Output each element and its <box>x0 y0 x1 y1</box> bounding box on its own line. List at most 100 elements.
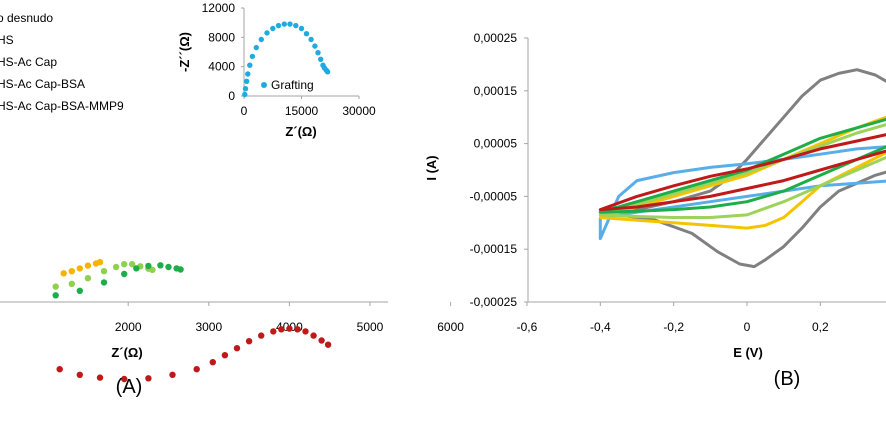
inset-point <box>242 91 248 98</box>
panel-a-point <box>145 375 152 382</box>
panel-a-point <box>84 262 92 269</box>
panel-a-point <box>76 371 84 378</box>
panel-b-series-line <box>598 115 886 230</box>
panel-a-point <box>121 270 128 278</box>
panel-b-x-tick-label: -0,2 <box>663 320 684 334</box>
inset-legend: Grafting <box>261 78 314 92</box>
inset-point <box>318 56 324 62</box>
panel-b-y-tick-label: -0,00025 <box>470 295 518 309</box>
panel-a-point <box>258 332 265 339</box>
inset-point <box>308 36 314 43</box>
panel-a-point <box>169 371 176 378</box>
panel-a-point <box>52 292 59 299</box>
inset-x-tick-label: 30000 <box>342 104 376 118</box>
panel-a-point <box>193 366 200 373</box>
panel-a-x-tick-label: 6000 <box>437 320 464 334</box>
panel-a-point <box>318 337 325 344</box>
panel-a-point <box>286 325 293 332</box>
panel-a-point <box>133 265 140 272</box>
inset-y-tick-label: 4000 <box>208 60 235 74</box>
inset-legend-entry: Grafting <box>271 78 314 92</box>
panel-a-x-axis-label: Z´(Ω) <box>111 345 142 360</box>
panel-a-point <box>294 326 301 333</box>
inset-point <box>324 69 331 75</box>
panel-a-point <box>100 268 108 275</box>
inset-point <box>275 22 282 29</box>
panel-b-x-tick-label: -0,6 <box>517 320 538 334</box>
inset-point <box>244 78 250 85</box>
panel-a-point <box>149 266 156 273</box>
inset-point <box>287 21 293 27</box>
panel-b-label: (B) <box>774 368 801 390</box>
inset-point <box>298 25 305 32</box>
panel-a-point <box>177 266 184 273</box>
panel-a-point <box>245 338 253 345</box>
panel-b-x-axis-label: E (V) <box>733 345 763 360</box>
panel-a-legend: o desnudo HS HS-Ac Cap HS-Ac Cap-BSA HS-Ac C… <box>0 11 124 113</box>
panel-a-point <box>60 270 67 277</box>
panel-a-point <box>278 326 285 333</box>
inset-x-tick-label: 0 <box>241 104 248 118</box>
panel-a-point <box>209 359 216 366</box>
panel-b-x-tick-label: 0 <box>744 320 751 334</box>
inset-y-tick-label: 12000 <box>202 1 236 15</box>
inset-point <box>303 31 310 37</box>
panel-b-series-line <box>598 117 886 214</box>
inset-point <box>242 86 249 92</box>
panel-a-point <box>121 261 128 268</box>
panel-a-point <box>233 345 241 352</box>
panel-a-point <box>100 279 108 286</box>
panel-a-point <box>221 352 229 359</box>
inset-x-axis-label: Z´(Ω) <box>285 124 316 139</box>
panel-a-legend-entry: HS-Ac Cap-BSA <box>0 77 85 91</box>
panel-b-y-tick-label: 0,00025 <box>474 31 518 45</box>
panel-a-point <box>68 280 76 287</box>
panel-a-legend-entry: HS-Ac Cap <box>0 55 57 69</box>
panel-a-point <box>145 262 152 270</box>
panel-b-y-axis-label: I (A) <box>424 155 439 180</box>
panel-a-point <box>52 283 59 290</box>
panel-a-point <box>129 261 136 268</box>
panel-a-point <box>84 275 92 282</box>
inset-point <box>264 30 270 36</box>
panel-a-legend-entry: HS <box>0 33 14 47</box>
panel-a-point <box>165 263 172 271</box>
panel-a-point <box>121 375 128 383</box>
panel-a-point <box>96 258 104 266</box>
panel-a-point <box>324 341 332 348</box>
panel-b-x-tick-label: -0,4 <box>590 320 611 334</box>
panel-a-x-tick-label: 2000 <box>115 320 142 334</box>
inset-point <box>247 62 253 68</box>
inset-point <box>245 71 251 77</box>
inset-point <box>249 53 256 60</box>
panel-a-point <box>76 265 84 272</box>
panel-a-x-tick-label: 3000 <box>195 320 222 334</box>
panel-b-y-tick-label: -0,00015 <box>470 242 518 256</box>
panel-a-point <box>76 287 84 294</box>
panel-b-y-tick-label: 0,00015 <box>474 84 518 98</box>
panel-b-series-line <box>598 133 886 212</box>
inset-y-axis-label: -Z´´(Ω) <box>177 32 192 72</box>
panel-b-series-line <box>598 145 886 241</box>
inset-point <box>315 50 321 56</box>
inset-point <box>293 22 299 29</box>
panel-a-x-tick-label: 5000 <box>357 320 384 334</box>
inset-point <box>258 36 264 43</box>
panel-b-y-tick-label: 0,00005 <box>474 137 518 151</box>
inset-y-tick-label: 0 <box>228 89 235 103</box>
panel-b-series-line <box>598 123 886 219</box>
inset-point <box>312 43 318 49</box>
panel-a-legend-entry: HS-Ac Cap-BSA-MMP9 <box>0 99 124 113</box>
panel-b-cv-chart: -0,6-0,4-0,200,200,000250,000150,00005-0… <box>424 31 886 390</box>
panel-a-label: (A) <box>116 376 143 398</box>
panel-a-point <box>112 263 120 271</box>
inset-legend-marker <box>261 82 267 88</box>
panel-a-point <box>302 328 309 335</box>
panel-b-y-tick-label: -0,00005 <box>470 189 518 203</box>
inset-point <box>270 25 276 32</box>
inset-point <box>253 44 259 51</box>
panel-a-point <box>96 374 104 381</box>
panel-a-point <box>157 262 164 269</box>
